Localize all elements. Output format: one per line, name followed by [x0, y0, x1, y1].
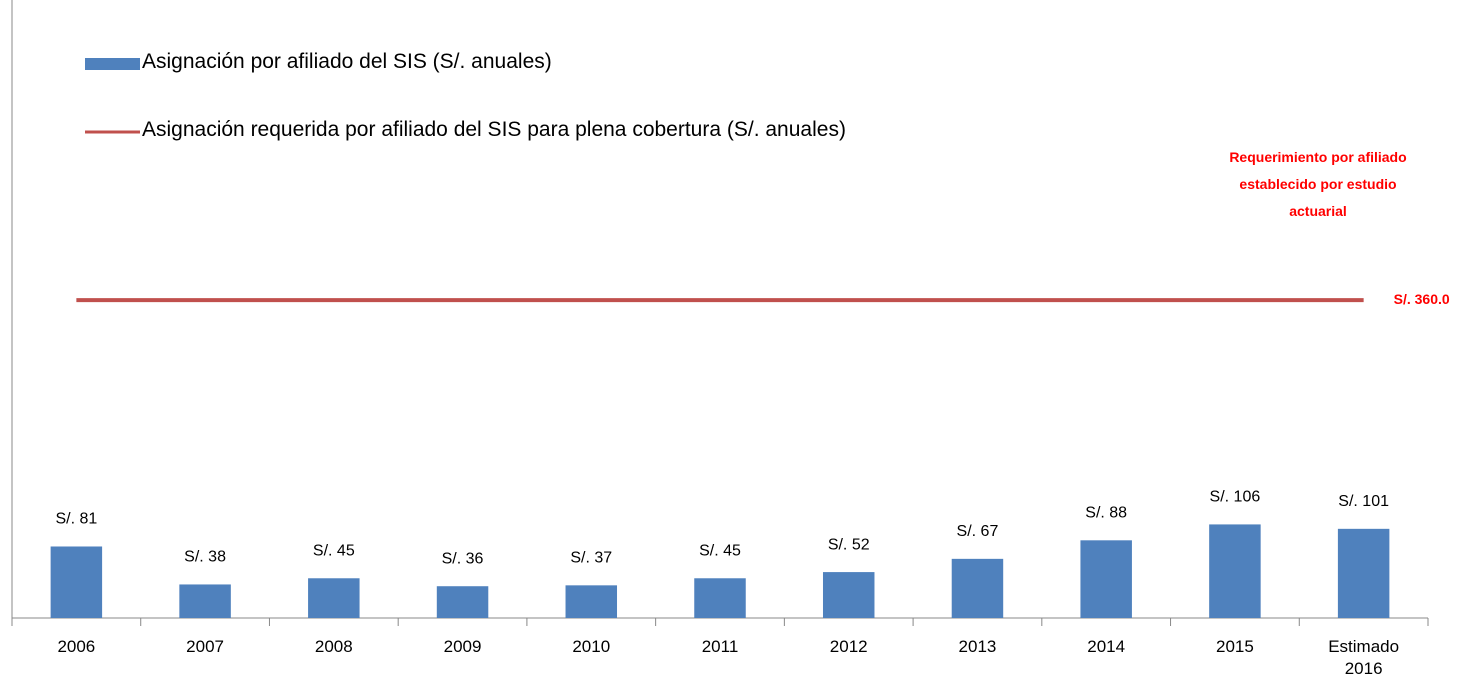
x-tick-label: Estimado 2016 [1328, 637, 1400, 678]
bar [50, 546, 103, 618]
bar [694, 578, 746, 618]
bar [1209, 524, 1261, 618]
bar [1337, 528, 1390, 618]
x-tick-label: 2006 [57, 637, 96, 656]
x-tick-label: 2011 [701, 637, 739, 656]
data-label: S/. 38 [184, 549, 226, 566]
bar [436, 586, 489, 618]
data-label: S/. 101 [1338, 493, 1389, 510]
data-label: S/. 45 [313, 542, 355, 559]
x-tick-label: 2014 [1087, 637, 1126, 656]
data-label: S/. 45 [699, 542, 741, 559]
legend-label: Asignación requerida por afiliado del SI… [142, 118, 846, 141]
data-label: S/. 81 [55, 511, 97, 528]
x-tick-label: 2012 [829, 637, 868, 656]
bar [308, 578, 360, 618]
legend-swatch [85, 58, 140, 70]
x-tick-label: 2007 [186, 637, 224, 656]
data-label: S/. 88 [1085, 505, 1127, 522]
data-label: S/. 37 [570, 550, 612, 567]
annotation: Requerimiento por afiliado establecido p… [1229, 149, 1407, 219]
legend-label: Asignación por afiliado del SIS (S/. anu… [142, 50, 552, 73]
x-tick-label: 2010 [572, 637, 611, 656]
bar [565, 585, 618, 618]
x-tick-label: 2015 [1215, 637, 1254, 656]
data-label: S/. 67 [957, 523, 999, 540]
x-tick-label: 2009 [443, 637, 482, 656]
data-label: S/. 52 [828, 536, 870, 553]
bar [951, 558, 1004, 618]
bar [179, 584, 231, 618]
x-tick-label: 2013 [958, 637, 997, 656]
bar [1080, 540, 1132, 618]
bar [822, 572, 875, 618]
data-label: S/. 106 [1210, 489, 1261, 506]
x-tick-label: 2008 [314, 637, 353, 656]
data-label: S/. 36 [442, 550, 484, 567]
data-label: S/. 360.0 [1394, 291, 1450, 307]
